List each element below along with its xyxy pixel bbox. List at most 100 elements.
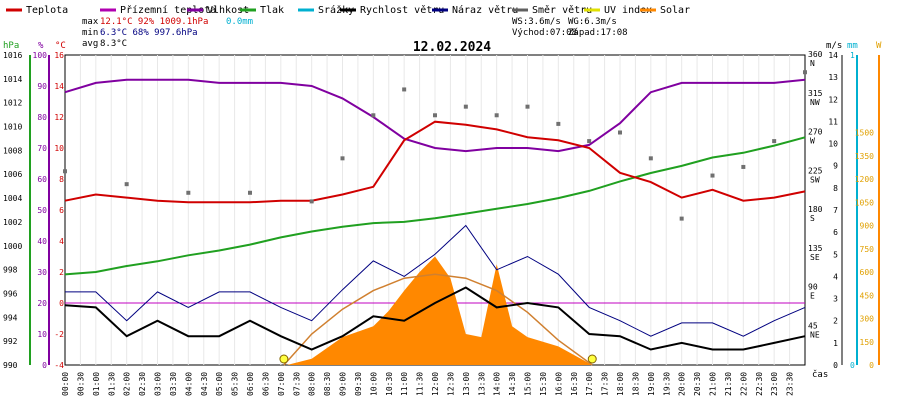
ms-tick: 5: [833, 250, 838, 259]
temp-tick: 2: [59, 268, 64, 277]
wind-dir-point: [63, 169, 67, 174]
ms-tick: 4: [833, 272, 838, 281]
stats-avg-label: avg: [82, 39, 98, 49]
wind-dir-point: [402, 87, 407, 92]
dir-tick-cardinal: N: [810, 59, 815, 68]
wind-dir-point: [648, 156, 653, 161]
temp-tick: 16: [54, 51, 64, 60]
mm-axis-unit: mm: [847, 41, 858, 51]
dir-tick: 360: [808, 50, 823, 59]
wind-dir-point: [556, 121, 561, 126]
stats-min-values: 6.3°C 68% 997.6hPa: [100, 28, 198, 38]
temp-tick: 10: [54, 144, 64, 153]
temp-tick: 14: [54, 82, 64, 91]
pct-tick: 40: [37, 237, 47, 246]
wind-dir-point: [494, 113, 499, 118]
legend-label-9: Solar: [660, 5, 690, 16]
stats-max-rain: 0.0mm: [226, 17, 253, 27]
x-tick-label: 06:00: [246, 372, 255, 396]
ms-tick: 12: [828, 95, 838, 104]
hpa-tick: 1004: [3, 194, 22, 203]
ms-tick: 9: [833, 162, 838, 171]
stats-sunrise: Východ:07:08: [512, 28, 577, 38]
ms-tick: 3: [833, 295, 838, 304]
wind-dir-point: [371, 113, 376, 118]
pct-tick: 100: [33, 51, 48, 60]
x-tick-label: 04:00: [184, 372, 193, 396]
legend-label-6: Náraz větru: [452, 4, 518, 16]
x-tick-label: 15:00: [524, 372, 533, 396]
hpa-tick: 994: [3, 313, 18, 322]
temp-axis-unit: °C: [55, 41, 66, 51]
wind-dir-point: [587, 139, 592, 144]
sun-marker: [279, 354, 289, 364]
wind-dir-point: [618, 130, 622, 135]
w-tick: 1500: [855, 129, 874, 138]
w-axis-unit: W: [876, 41, 882, 51]
pct-tick: 70: [37, 144, 47, 153]
hpa-tick: 1014: [3, 75, 22, 84]
w-tick: 150: [860, 338, 875, 347]
wind-dir-point: [248, 190, 252, 195]
plot-area: [63, 54, 807, 366]
x-axis-label: čas: [812, 369, 828, 380]
legend-label-1: Přízemní teplota: [120, 4, 216, 16]
dir-tick: 315: [808, 89, 823, 98]
temp-tick: 8: [59, 175, 64, 184]
pct-tick: 50: [37, 206, 47, 215]
solar-area: [287, 256, 593, 365]
dir-tick-cardinal: S: [810, 214, 815, 223]
w-tick: 450: [860, 291, 875, 300]
axes: 00:00 00:30 01:00 01:30 02:00 02:30 03:00 03:30…: [3, 41, 882, 396]
x-tick-label: 09:30: [354, 372, 363, 396]
x-tick-label: 17:00: [585, 372, 594, 396]
hpa-axis-unit: hPa: [3, 41, 19, 51]
x-tick-label: 01:00: [92, 372, 101, 396]
pct-tick: 20: [37, 299, 47, 308]
x-tick-label: 04:30: [200, 372, 209, 396]
pressure-line: [64, 136, 806, 276]
x-tick-label: 22:00: [739, 372, 748, 396]
legend-label-8: UV index: [604, 5, 652, 16]
x-tick-label: 11:00: [400, 372, 409, 396]
ms-tick: 11: [828, 117, 838, 126]
legend-label-3: Tlak: [260, 5, 284, 16]
x-tick-label: 08:30: [323, 372, 332, 396]
legend-label-2: Vlhkost: [207, 5, 249, 16]
x-tick-label: 21:30: [724, 372, 733, 396]
stats-max-values: 12.1°C 92% 1009.1hPa: [100, 17, 208, 27]
temp-tick: 12: [54, 113, 64, 122]
x-tick-label: 00:00: [61, 372, 70, 396]
wind-dir-point: [772, 139, 777, 144]
dir-tick: 225: [808, 166, 823, 175]
wind-dir-point: [186, 190, 191, 195]
sun-marker: [587, 354, 597, 364]
x-tick-label: 16:30: [570, 372, 579, 396]
hpa-tick: 996: [3, 289, 18, 298]
x-tick-label: 18:30: [631, 372, 640, 396]
hpa-tick: 1006: [3, 170, 22, 179]
dir-tick-cardinal: SW: [810, 175, 820, 184]
wind-dir-point: [679, 216, 684, 221]
x-tick-label: 15:30: [539, 372, 548, 396]
pct-tick: 90: [37, 82, 47, 91]
wind-dir-point: [124, 182, 129, 187]
ms-tick: 1: [833, 339, 838, 348]
humidity-line: [64, 78, 806, 153]
x-tick-label: 14:00: [493, 372, 502, 396]
x-tick-label: 18:00: [616, 372, 625, 396]
ms-tick: 6: [833, 228, 838, 237]
legend-label-7: Směr větru: [532, 4, 592, 16]
x-tick-label: 14:30: [508, 372, 517, 396]
x-tick-label: 19:00: [647, 372, 656, 396]
x-tick-label: 08:00: [308, 372, 317, 396]
hpa-tick: 1008: [3, 146, 22, 155]
chart-title: 12.02.2024: [413, 40, 491, 55]
hpa-tick: 992: [3, 337, 18, 346]
dir-tick-cardinal: NE: [810, 330, 820, 339]
x-tick-label: 22:30: [755, 372, 764, 396]
wind-gust-line: [65, 224, 806, 337]
ms-tick: 2: [833, 317, 838, 326]
